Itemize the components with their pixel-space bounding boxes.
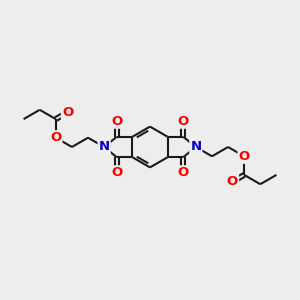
Text: O: O [111,115,122,128]
Text: O: O [62,106,73,119]
Text: O: O [227,175,238,188]
Text: N: N [190,140,201,154]
Text: O: O [178,166,189,179]
Text: O: O [178,115,189,128]
Text: O: O [238,150,250,163]
Text: N: N [99,140,110,154]
Text: O: O [111,166,122,179]
Text: O: O [50,131,61,144]
